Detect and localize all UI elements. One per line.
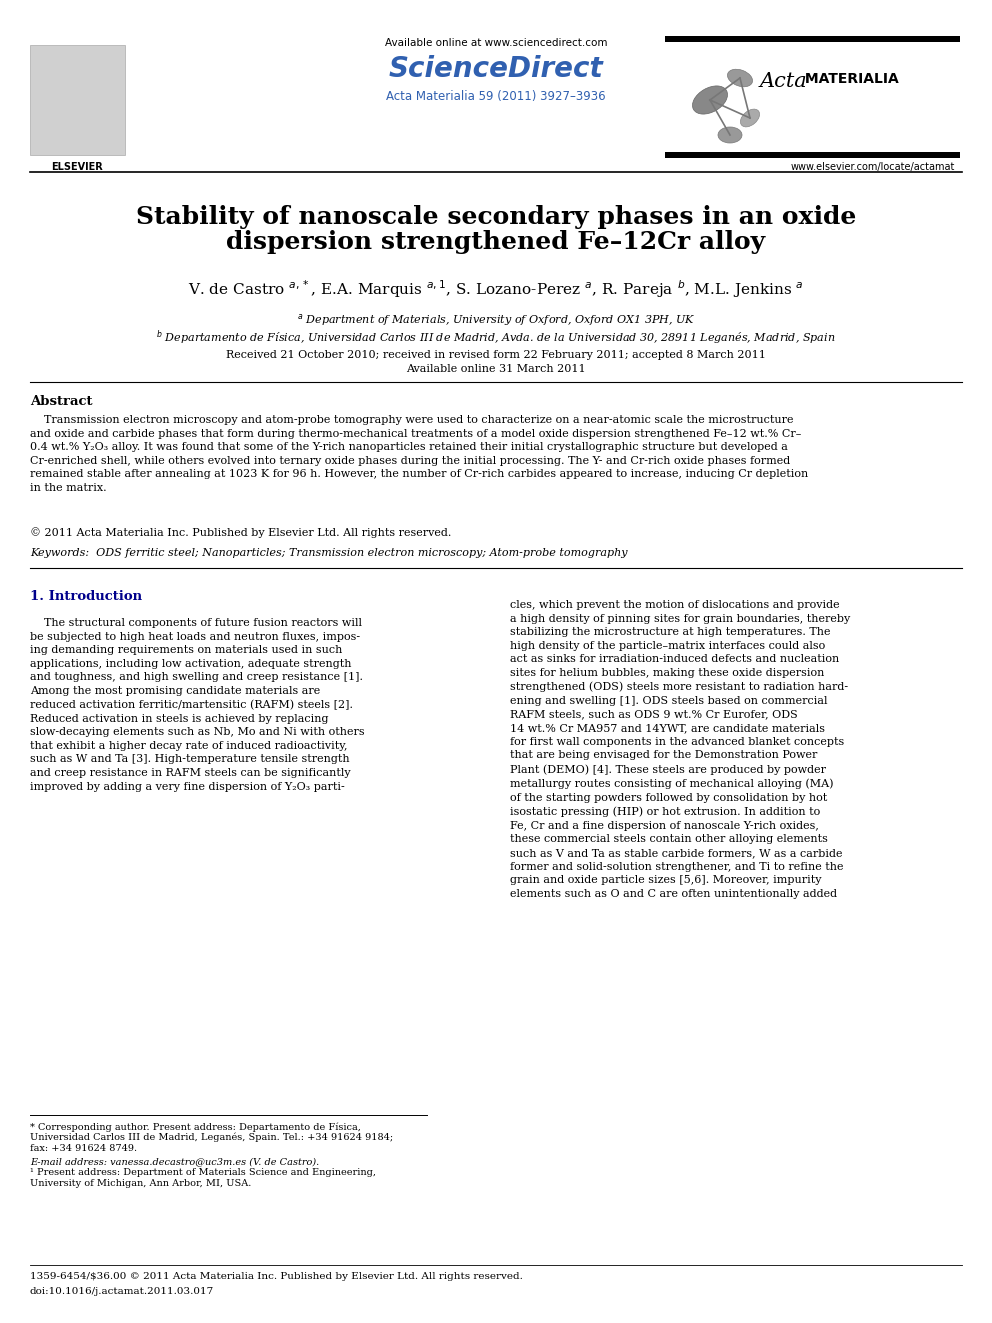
Ellipse shape	[718, 127, 742, 143]
Text: Acta: Acta	[760, 71, 807, 91]
Text: Stability of nanoscale secondary phases in an oxide: Stability of nanoscale secondary phases …	[136, 205, 856, 229]
Text: * Corresponding author. Present address: Departamento de Física,: * Corresponding author. Present address:…	[30, 1122, 361, 1131]
Text: University of Michigan, Ann Arbor, MI, USA.: University of Michigan, Ann Arbor, MI, U…	[30, 1179, 251, 1188]
Bar	[665, 36, 960, 42]
Text: Transmission electron microscopy and atom-probe tomography were used to characte: Transmission electron microscopy and ato…	[30, 415, 808, 493]
Text: Keywords:  ODS ferritic steel; Nanoparticles; Transmission electron microscopy; : Keywords: ODS ferritic steel; Nanopartic…	[30, 548, 628, 558]
Text: Available online 31 March 2011: Available online 31 March 2011	[406, 364, 586, 374]
Ellipse shape	[692, 86, 727, 114]
Text: Universidad Carlos III de Madrid, Leganés, Spain. Tel.: +34 91624 9184;: Universidad Carlos III de Madrid, Legané…	[30, 1132, 393, 1143]
Text: dispersion strengthened Fe–12Cr alloy: dispersion strengthened Fe–12Cr alloy	[226, 230, 766, 254]
Text: ScienceDirect: ScienceDirect	[389, 56, 603, 83]
Text: 1. Introduction: 1. Introduction	[30, 590, 142, 603]
Text: Abstract: Abstract	[30, 396, 92, 407]
Text: The structural components of future fusion reactors will
be subjected to high he: The structural components of future fusi…	[30, 618, 365, 791]
Text: ¹ Present address: Department of Materials Science and Engineering,: ¹ Present address: Department of Materia…	[30, 1168, 376, 1177]
Text: Available online at www.sciencedirect.com: Available online at www.sciencedirect.co…	[385, 38, 607, 48]
Text: Received 21 October 2010; received in revised form 22 February 2011; accepted 8 : Received 21 October 2010; received in re…	[226, 351, 766, 360]
Text: $^{a}$ Department of Materials, University of Oxford, Oxford OX1 3PH, UK: $^{a}$ Department of Materials, Universi…	[297, 312, 695, 328]
Text: cles, which prevent the motion of dislocations and provide
a high density of pin: cles, which prevent the motion of disloc…	[510, 601, 850, 898]
Text: E-mail address: vanessa.decastro@uc3m.es (V. de Castro).: E-mail address: vanessa.decastro@uc3m.es…	[30, 1158, 319, 1166]
Text: © 2011 Acta Materialia Inc. Published by Elsevier Ltd. All rights reserved.: © 2011 Acta Materialia Inc. Published by…	[30, 527, 451, 537]
Text: fax: +34 91624 8749.: fax: +34 91624 8749.	[30, 1144, 137, 1154]
Text: 1359-6454/$36.00 © 2011 Acta Materialia Inc. Published by Elsevier Ltd. All righ: 1359-6454/$36.00 © 2011 Acta Materialia …	[30, 1271, 523, 1281]
Text: doi:10.1016/j.actamat.2011.03.017: doi:10.1016/j.actamat.2011.03.017	[30, 1287, 214, 1297]
Text: V. de Castro $^{a,*}$, E.A. Marquis $^{a,1}$, S. Lozano-Perez $^{a}$, R. Pareja : V. de Castro $^{a,*}$, E.A. Marquis $^{a…	[188, 278, 804, 300]
Ellipse shape	[740, 108, 760, 127]
Bar	[665, 152, 960, 157]
Ellipse shape	[727, 69, 753, 87]
Text: MATERIALIA: MATERIALIA	[800, 71, 899, 86]
Text: Acta Materialia 59 (2011) 3927–3936: Acta Materialia 59 (2011) 3927–3936	[386, 90, 606, 103]
Text: ELSEVIER: ELSEVIER	[52, 161, 103, 172]
Bar	[30, 45, 125, 155]
Text: $^{b}$ Departamento de Física, Universidad Carlos III de Madrid, Avda. de la Uni: $^{b}$ Departamento de Física, Universid…	[157, 328, 835, 347]
Text: www.elsevier.com/locate/actamat: www.elsevier.com/locate/actamat	[791, 161, 955, 172]
